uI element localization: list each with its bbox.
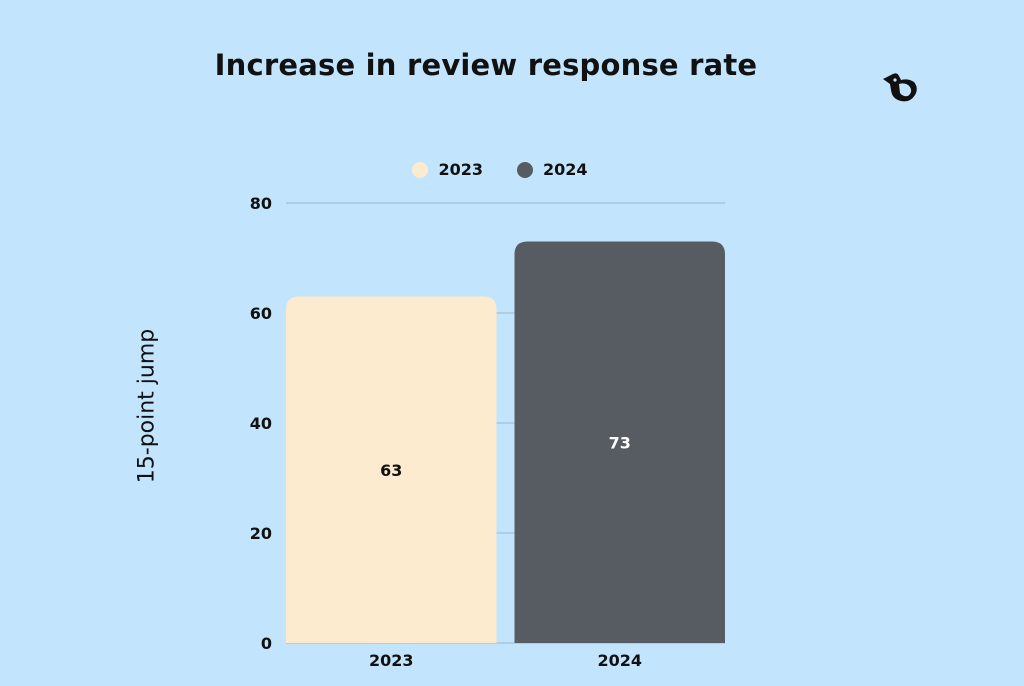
legend-label-2023: 2023: [438, 160, 483, 179]
x-tick-label-2023: 2023: [369, 651, 414, 670]
legend-swatch-2023: [412, 161, 429, 178]
y-tick-label-0: 0: [261, 634, 272, 653]
chart-title: Increase in review response rate: [214, 48, 758, 82]
legend-label-2024: 2024: [543, 160, 588, 179]
x-tick-label-2024: 2024: [597, 651, 642, 670]
bird-logo-icon: [883, 73, 917, 102]
bar-2023: [286, 296, 497, 643]
legend-item-2023: 2023: [412, 160, 483, 179]
legend-swatch-2024: [517, 161, 533, 178]
bar-2024: [514, 241, 725, 643]
y-tick-label-60: 60: [250, 304, 272, 323]
data-label-2023: 63: [380, 461, 402, 480]
chart-legend: 2023 2024: [0, 160, 1000, 179]
y-tick-label-20: 20: [250, 524, 272, 543]
y-tick-label-40: 40: [250, 414, 272, 433]
y-tick-label-80: 80: [250, 194, 272, 213]
data-label-2024: 73: [609, 433, 631, 452]
legend-item-2024: 2024: [517, 160, 588, 179]
